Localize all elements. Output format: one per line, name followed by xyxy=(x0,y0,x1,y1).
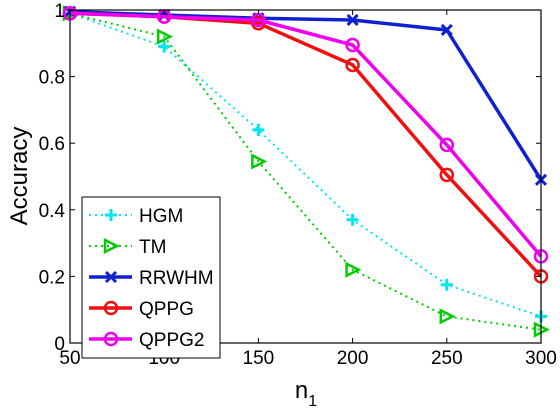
y-tick-label: 0.2 xyxy=(39,267,65,288)
series-line xyxy=(69,11,543,258)
data-point xyxy=(158,40,171,53)
plot-area-frame xyxy=(69,9,542,344)
legend-marker xyxy=(103,300,119,316)
data-point xyxy=(251,153,268,170)
series-line xyxy=(69,12,542,318)
legend-entry: RRWHM xyxy=(89,268,214,289)
y-tick-label: 0.8 xyxy=(39,68,65,89)
y-tick-label: 0 xyxy=(54,334,65,355)
x-axis-label: n1 xyxy=(295,377,317,410)
series-line xyxy=(69,12,542,331)
data-point xyxy=(252,123,265,136)
x-tick-label: 150 xyxy=(243,348,275,369)
data-point xyxy=(440,278,453,291)
x-tick-label: 200 xyxy=(337,348,369,369)
legend-label: RRWHM xyxy=(139,268,214,289)
legend-entry: TM xyxy=(89,237,166,258)
legend-marker xyxy=(104,270,118,284)
y-axis-label: Accuracy xyxy=(6,127,33,226)
series-line xyxy=(69,9,543,181)
data-point xyxy=(345,37,360,53)
legend-entry: HGM xyxy=(89,206,183,227)
x-tick-label: 250 xyxy=(431,348,463,369)
legend-label: QPPG2 xyxy=(139,330,204,351)
data-point xyxy=(156,28,173,45)
y-tick-label: 0.6 xyxy=(39,134,65,155)
y-tick-label: 0.4 xyxy=(39,201,66,222)
data-point xyxy=(345,261,362,278)
data-point xyxy=(439,137,455,153)
y-tick-label: 1 xyxy=(54,1,65,22)
data-point xyxy=(346,213,359,226)
legend-entry: QPPG2 xyxy=(89,330,204,351)
legend-entry: QPPG xyxy=(89,299,194,320)
legend-marker xyxy=(103,237,120,255)
data-point xyxy=(440,23,453,37)
data-point xyxy=(439,308,456,325)
legend-marker xyxy=(105,209,117,221)
legend: HGM TM RRWHM QPPG QPPG2 xyxy=(81,196,221,359)
x-tick-label: 300 xyxy=(525,348,557,369)
data-point xyxy=(346,13,359,27)
data-point xyxy=(439,167,455,183)
data-point xyxy=(345,57,360,73)
legend-label: QPPG xyxy=(139,299,194,320)
x-tick-label: 50 xyxy=(59,348,80,369)
legend-label: TM xyxy=(139,237,166,258)
legend-label: HGM xyxy=(139,206,183,227)
legend-marker xyxy=(103,331,119,347)
